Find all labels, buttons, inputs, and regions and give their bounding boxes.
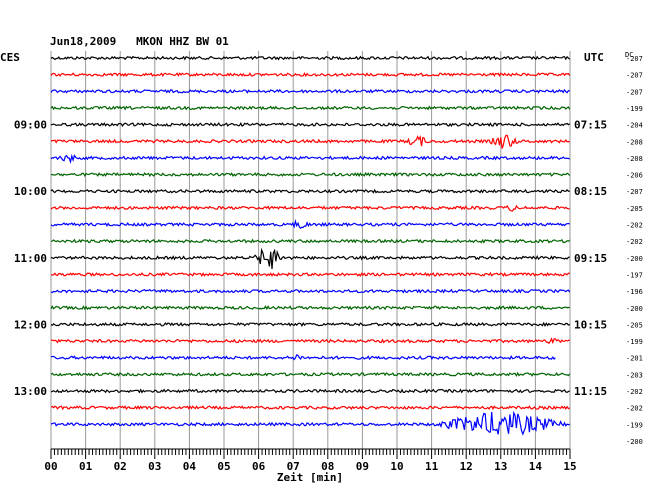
- trace-row-4: [50, 122, 571, 127]
- trace-row-22: [50, 410, 570, 436]
- x-tick-label-10: 10: [390, 460, 403, 473]
- chart-labels: Jun18,2009 MKON HHZ BW 01 CES UTC DC Zei…: [0, 35, 643, 484]
- trace-row-20: [50, 388, 570, 394]
- x-tick-label-02: 02: [114, 460, 127, 473]
- trace-row-16: [50, 321, 570, 328]
- left-time-label-row-20: 13:00: [14, 385, 47, 398]
- trace-row-7: [50, 172, 571, 178]
- x-tick-label-09: 09: [356, 460, 369, 473]
- x-tick-label-05: 05: [217, 460, 230, 473]
- left-time-label-row-16: 12:00: [14, 318, 47, 331]
- dc-offset-row-22: -199: [626, 421, 643, 429]
- dc-offset-row-1: -207: [626, 72, 643, 80]
- dc-offset-row-13: -197: [626, 271, 643, 279]
- dc-offset-row-19: -203: [626, 371, 643, 379]
- dc-offset-row-10: -202: [626, 222, 643, 230]
- x-tick-label-01: 01: [79, 460, 93, 473]
- right-time-label-row-8: 08:15: [574, 185, 607, 198]
- x-tick-label-06: 06: [252, 460, 266, 473]
- x-tick-label-13: 13: [494, 460, 507, 473]
- dc-offset-row-21: -202: [626, 405, 643, 413]
- right-time-label-row-4: 07:15: [574, 119, 607, 132]
- dc-label: DC: [625, 51, 633, 59]
- dc-offset-row-2: -207: [626, 88, 643, 96]
- dc-offset-row-9: -205: [626, 205, 643, 213]
- dc-offset-row-23: -200: [626, 438, 643, 446]
- trace-row-17: [51, 337, 571, 345]
- trace-row-5: [50, 134, 571, 149]
- trace-row-6: [50, 153, 570, 164]
- trace-row-0: [50, 55, 571, 61]
- right-axis-label: UTC: [584, 51, 604, 64]
- trace-row-18: [50, 354, 556, 361]
- x-tick-label-07: 07: [287, 460, 300, 473]
- trace-row-15: [50, 305, 570, 311]
- trace-row-13: [50, 271, 570, 278]
- dc-offset-row-8: -207: [626, 188, 643, 196]
- trace-row-14: [50, 288, 571, 294]
- trace-row-3: [50, 105, 571, 111]
- trace-row-1: [50, 71, 571, 78]
- trace-row-21: [50, 405, 570, 411]
- dc-offset-row-18: -201: [626, 355, 643, 363]
- dc-offset-row-12: -200: [626, 255, 643, 263]
- dc-offset-row-3: -199: [626, 105, 643, 113]
- trace-row-9: [50, 204, 570, 212]
- chart-title: Jun18,2009 MKON HHZ BW 01: [50, 35, 229, 48]
- trace-row-10: [50, 218, 570, 229]
- minute-grid: [50, 51, 571, 449]
- trace-row-2: [50, 88, 570, 94]
- x-tick-label-04: 04: [183, 460, 197, 473]
- left-time-label-row-12: 11:00: [14, 252, 47, 265]
- dc-offset-row-14: -196: [626, 288, 643, 296]
- trace-row-8: [50, 188, 570, 194]
- right-time-label-row-16: 10:15: [574, 318, 607, 331]
- trace-row-11: [50, 238, 571, 244]
- dc-offset-row-11: -202: [626, 238, 643, 246]
- trace-row-12: [50, 247, 570, 269]
- x-tick-label-08: 08: [321, 460, 334, 473]
- seismic-traces: [50, 55, 571, 436]
- dc-offset-row-17: -199: [626, 338, 643, 346]
- x-axis-ticks: 00 01 02 03 04 05 06 07 08 09 10 11 12 13 14 15: [44, 448, 577, 473]
- x-tick-label-15: 15: [563, 460, 576, 473]
- x-tick-label-14: 14: [529, 460, 543, 473]
- right-time-label-row-20: 11:15: [574, 385, 607, 398]
- x-tick-label-11: 11: [425, 460, 439, 473]
- x-tick-label-12: 12: [460, 460, 473, 473]
- dc-offset-row-6: -208: [626, 155, 643, 163]
- trace-row-19: [50, 371, 571, 377]
- dc-offset-row-15: -200: [626, 305, 643, 313]
- right-time-label-row-12: 09:15: [574, 252, 607, 265]
- x-axis-label: Zeit [min]: [277, 471, 343, 484]
- x-tick-label-00: 00: [44, 460, 57, 473]
- dc-offset-row-20: -202: [626, 388, 643, 396]
- dc-offset-row-4: -204: [626, 122, 643, 130]
- left-axis-label: CES: [0, 51, 20, 64]
- dc-offset-row-5: -208: [626, 138, 643, 146]
- x-tick-label-03: 03: [148, 460, 161, 473]
- dc-offset-row-7: -206: [626, 172, 643, 180]
- dc-offset-row-0: -207: [626, 55, 643, 63]
- left-time-label-row-4: 09:00: [14, 119, 47, 132]
- dc-offset-row-16: -205: [626, 321, 643, 329]
- left-time-label-row-8: 10:00: [14, 185, 47, 198]
